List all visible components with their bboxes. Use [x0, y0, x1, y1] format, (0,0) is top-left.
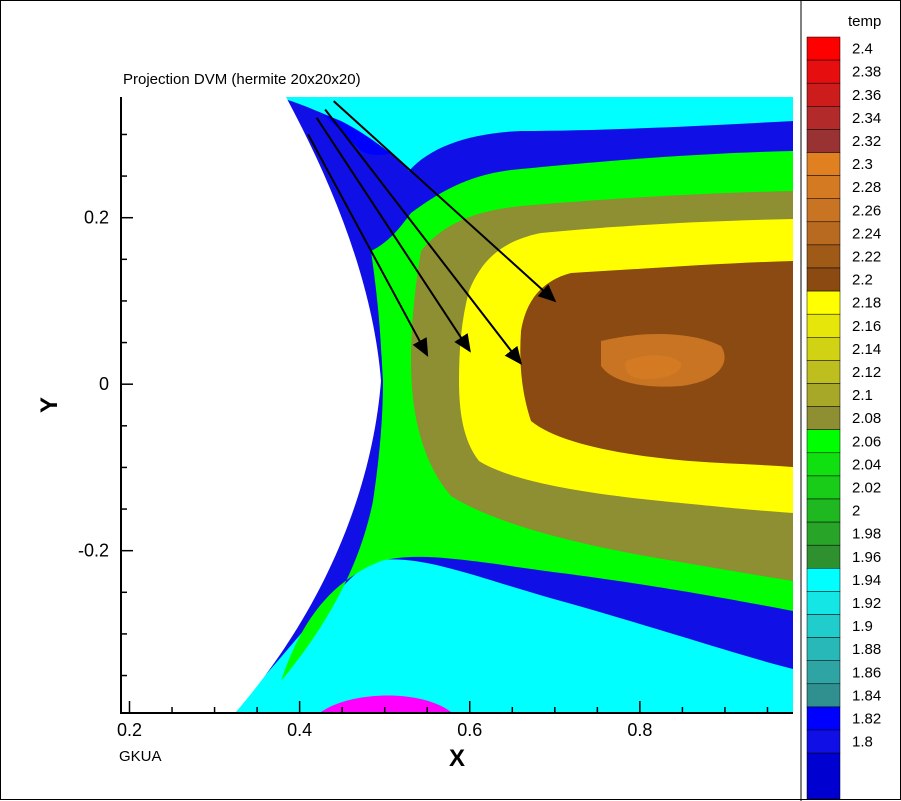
- legend-swatch: [806, 290, 841, 315]
- x-ticks: 0.2 0.4 0.6 0.8: [117, 701, 769, 740]
- legend-label: 2.26: [852, 202, 881, 219]
- legend-label: 2.32: [852, 133, 881, 150]
- legend-swatch: [806, 544, 841, 569]
- legend-label: 2.06: [852, 433, 881, 450]
- y-tick-label: 0: [99, 374, 109, 394]
- x-tick-label: 0.6: [457, 720, 482, 740]
- legend-label: 2.4: [852, 41, 873, 58]
- y-ticks: 0.2 0 -0.2: [78, 133, 133, 677]
- legend-label: 2.16: [852, 318, 881, 335]
- legend-label: 1.92: [852, 595, 881, 612]
- legend-label: 2.22: [852, 248, 881, 265]
- legend-swatch: [806, 337, 841, 361]
- legend-swatch: [806, 175, 841, 199]
- legend-label: 1.84: [852, 687, 881, 704]
- legend-swatch: [806, 591, 841, 615]
- y-tick-label: -0.2: [78, 541, 109, 561]
- legend-swatch: [806, 521, 841, 546]
- x-tick-label: 0.8: [627, 720, 652, 740]
- legend-label: 2.02: [852, 479, 881, 496]
- legend-label: 2.2: [852, 272, 873, 289]
- legend-label: 2.08: [852, 410, 881, 427]
- legend-swatch: [806, 406, 841, 430]
- legend-swatch: [806, 706, 841, 731]
- legend-swatch: [806, 498, 841, 523]
- legend-swatch: [806, 568, 841, 592]
- legend-label: 2.14: [852, 341, 881, 358]
- legend-label: 2.12: [852, 364, 881, 381]
- legend-swatch: [806, 729, 841, 754]
- legend-label: 2: [852, 503, 860, 520]
- legend-label: 1.94: [852, 572, 881, 589]
- legend-label: 1.82: [852, 710, 881, 727]
- legend-swatch: [806, 267, 841, 292]
- legend-swatch: [806, 36, 841, 61]
- legend-swatch-tail: [806, 752, 841, 800]
- legend-label: 1.86: [852, 664, 881, 681]
- legend-label: 2.1: [852, 387, 873, 404]
- legend-label: 2.28: [852, 179, 881, 196]
- y-tick-label: 0.2: [84, 208, 109, 228]
- legend-swatch: [806, 221, 841, 246]
- legend-label: 2.34: [852, 110, 881, 127]
- arrow-1: [307, 133, 429, 357]
- plot-title: Projection DVM (hermite 20x20x20): [123, 71, 361, 88]
- legend-swatch: [806, 106, 841, 130]
- x-axis-title: X: [449, 745, 465, 772]
- legend-swatch: [806, 198, 841, 223]
- x-tick-label: 0.4: [287, 720, 312, 740]
- body-region: [121, 97, 381, 712]
- contour-band-1.94: [231, 97, 793, 712]
- legend-swatch: [806, 614, 841, 638]
- x-tick-label: 0.2: [117, 720, 142, 740]
- legend-swatch: [806, 59, 841, 84]
- legend-label: 2.18: [852, 295, 881, 312]
- arrow-4: [332, 100, 557, 303]
- legend-label: 2.38: [852, 64, 881, 81]
- contour-band-2.28: [625, 355, 682, 379]
- legend-label: 1.88: [852, 641, 881, 658]
- legend-swatch: [806, 383, 841, 407]
- legend-swatch: [806, 129, 841, 153]
- arrow-3: [324, 108, 523, 365]
- legend-swatch: [806, 244, 841, 269]
- legend-swatch: [806, 475, 841, 500]
- legend-label: 1.8: [852, 734, 873, 751]
- legend-label: 1.96: [852, 549, 881, 566]
- contour-band-low-magenta: [321, 695, 451, 712]
- legend-swatch: [806, 360, 841, 384]
- legend-label: 2.36: [852, 87, 881, 104]
- streamline-arrows: [307, 100, 557, 365]
- legend-swatch: [806, 152, 841, 176]
- legend-swatch: [806, 683, 841, 708]
- arrow-2: [315, 117, 471, 353]
- legend-title: temp: [848, 13, 881, 30]
- contour-field: [121, 97, 793, 712]
- legend-label: 2.04: [852, 456, 881, 473]
- legend-swatch: [806, 660, 841, 685]
- legend-swatch: [806, 637, 841, 661]
- axes: [120, 97, 793, 714]
- y-axis-title: Y: [36, 397, 63, 413]
- legend-swatch: [806, 82, 841, 107]
- legend-swatch: [806, 429, 841, 454]
- legend-swatch: [806, 313, 841, 338]
- legend-label: 1.98: [852, 526, 881, 543]
- footer-label: GKUA: [119, 748, 162, 765]
- legend-label: 2.24: [852, 225, 881, 242]
- color-legend: 2.42.382.362.342.322.32.282.262.242.222.…: [806, 36, 881, 800]
- legend-swatch: [806, 452, 841, 477]
- legend-label: 1.9: [852, 618, 873, 635]
- legend-label: 2.3: [852, 156, 873, 173]
